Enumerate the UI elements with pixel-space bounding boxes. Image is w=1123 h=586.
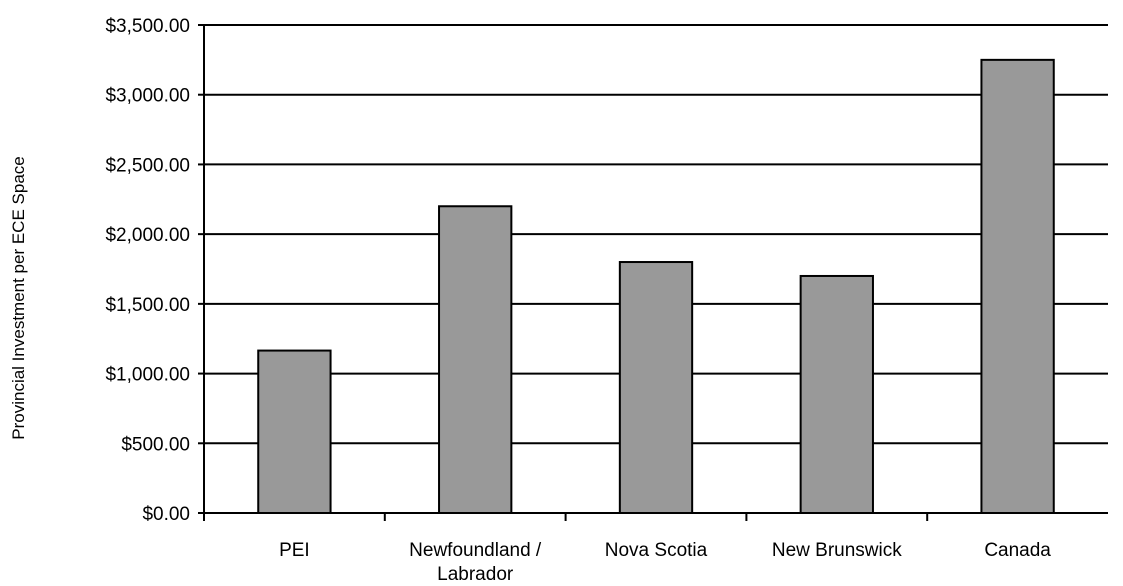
x-category-label: Newfoundland / Labrador (409, 540, 542, 585)
y-tick-label: $500.00 (121, 434, 190, 455)
bar (618, 261, 694, 514)
y-tick-label: $2,500.00 (105, 155, 190, 176)
y-tick-label: $3,000.00 (105, 86, 190, 107)
y-axis-title: Provincial Investment per ECE Space (9, 156, 28, 439)
bar (438, 205, 513, 514)
y-tick-label: $1,000.00 (105, 365, 190, 386)
x-category-label: PEI (279, 540, 310, 561)
y-tick-label: $0.00 (142, 504, 190, 525)
bars (257, 58, 1055, 514)
x-category-label: Canada (984, 540, 1051, 561)
x-category-labels: PEI Newfoundland / Labrador Nova Scotia New … (279, 540, 1051, 585)
y-tick-labels: $0.00 $500.00 $1,000.00 $1,500.00 $2,000.00 $… (105, 16, 190, 525)
axes (198, 24, 1108, 521)
y-tick-label: $3,500.00 (105, 16, 190, 37)
bar (980, 58, 1055, 514)
y-tick-label: $1,500.00 (105, 295, 190, 316)
y-tick-label: $2,000.00 (105, 225, 190, 246)
x-category-label: New Brunswick (772, 540, 902, 561)
x-category-label: Nova Scotia (605, 540, 708, 561)
bar (799, 274, 874, 514)
bar (257, 349, 332, 514)
